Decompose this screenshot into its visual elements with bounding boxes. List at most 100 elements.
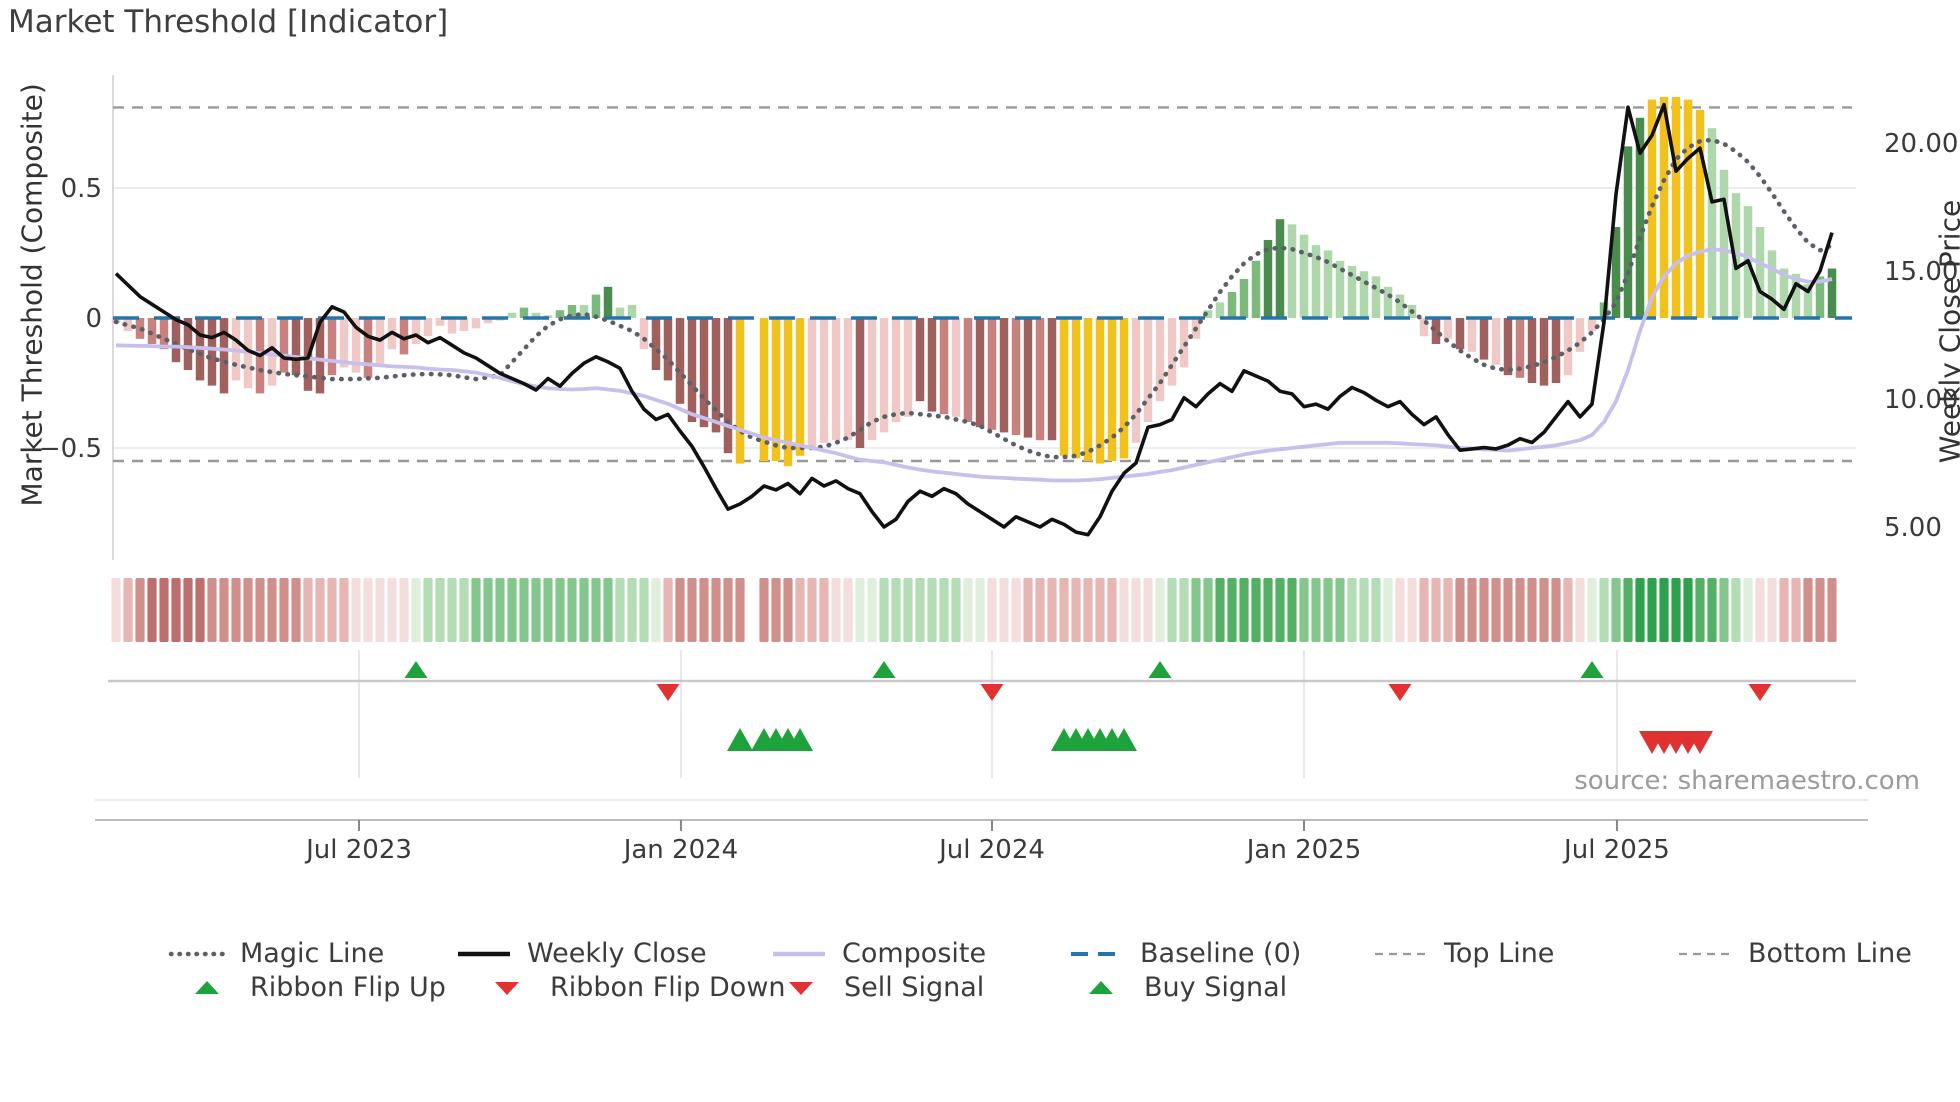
threshold-bar <box>1659 97 1669 318</box>
threshold-bar <box>975 318 985 428</box>
ribbon-cell <box>219 578 229 642</box>
ribbon-cell <box>1239 578 1249 642</box>
threshold-bar <box>723 318 733 454</box>
threshold-bar <box>1575 318 1585 352</box>
threshold-bar <box>351 318 361 373</box>
threshold-bar <box>1755 227 1765 318</box>
ribbon-cell <box>1563 578 1573 642</box>
ribbon-cell <box>1683 578 1693 642</box>
ribbon-cell <box>1527 578 1537 642</box>
ribbon-cell <box>1671 578 1681 642</box>
threshold-bar <box>1695 110 1705 318</box>
threshold-bar <box>363 318 373 378</box>
threshold-bar <box>1683 99 1693 318</box>
x-tick-label: Jul 2023 <box>304 835 412 865</box>
threshold-bar <box>951 318 961 417</box>
threshold-bar <box>1251 260 1261 318</box>
threshold-bar <box>1455 318 1465 350</box>
ribbon-cell <box>687 578 697 642</box>
threshold-bar <box>1371 276 1381 318</box>
threshold-bar <box>1707 128 1717 318</box>
right-tick-label: 20.00 <box>1884 129 1958 159</box>
threshold-bar <box>1227 292 1237 318</box>
threshold-bar <box>1779 268 1789 318</box>
ribbon-cell <box>1119 578 1129 642</box>
threshold-bar <box>459 318 469 331</box>
ribbon-cell <box>1179 578 1189 642</box>
threshold-bar <box>1383 286 1393 318</box>
ribbon-cell <box>1431 578 1441 642</box>
ribbon-cell <box>339 578 349 642</box>
ribbon-cell <box>1011 578 1021 642</box>
threshold-bar <box>1071 318 1081 459</box>
ribbon-cell <box>1587 578 1597 642</box>
ribbon-cell <box>243 578 253 642</box>
threshold-bar <box>1119 318 1129 459</box>
ribbon-cell <box>363 578 373 642</box>
threshold-bar <box>1059 318 1069 456</box>
ribbon-cell <box>1359 578 1369 642</box>
threshold-bar <box>1803 284 1813 318</box>
left-axis-title: Market Threshold (Composite) <box>15 83 49 507</box>
ribbon-cell <box>399 578 409 642</box>
ribbon-cell <box>807 578 817 642</box>
threshold-bar <box>831 318 841 441</box>
threshold-bar <box>171 318 181 363</box>
ribbon-cell <box>123 578 133 642</box>
ribbon-cell <box>1395 578 1405 642</box>
threshold-bar <box>579 305 589 318</box>
threshold-bar <box>783 318 793 467</box>
threshold-bar <box>819 318 829 443</box>
ribbon-cell <box>411 578 421 642</box>
ribbon-cell <box>1155 578 1165 642</box>
threshold-bar <box>1563 318 1573 376</box>
ribbon-cell <box>519 578 529 642</box>
threshold-bar <box>1719 169 1729 318</box>
threshold-bar <box>531 312 541 318</box>
ribbon-cell <box>1107 578 1117 642</box>
ribbon-cell <box>447 578 457 642</box>
ribbon-cell <box>891 578 901 642</box>
threshold-bar <box>1083 318 1093 461</box>
left-tick-label: −0.5 <box>39 434 102 464</box>
buy-signal-marker <box>1111 728 1137 751</box>
threshold-bar <box>1275 219 1285 318</box>
threshold-bar <box>927 318 937 412</box>
threshold-bar <box>759 318 769 461</box>
ribbon-cell <box>831 578 841 642</box>
buy-signal-marker <box>727 728 753 751</box>
threshold-bar <box>1323 250 1333 318</box>
threshold-bar <box>1827 268 1837 318</box>
ribbon-cell <box>1803 578 1813 642</box>
ribbon-cell <box>1467 578 1477 642</box>
threshold-bar <box>183 318 193 370</box>
ribbon-cell <box>1575 578 1585 642</box>
ribbon-cell <box>1251 578 1261 642</box>
ribbon-cell <box>195 578 205 642</box>
ribbon-cell <box>1095 578 1105 642</box>
right-tick-label: 15.00 <box>1884 257 1958 287</box>
ribbon-cell <box>1623 578 1633 642</box>
ribbon-cell <box>1227 578 1237 642</box>
threshold-bar <box>1215 302 1225 318</box>
ribbon-cell <box>1143 578 1153 642</box>
ribbon-cell <box>459 578 469 642</box>
ribbon-cell <box>1755 578 1765 642</box>
ribbon-cell <box>1767 578 1777 642</box>
threshold-bar <box>663 318 673 381</box>
ribbon-flip-up-marker <box>1580 661 1604 678</box>
threshold-bar <box>435 318 445 326</box>
threshold-bar <box>339 318 349 368</box>
threshold-bar <box>399 318 409 355</box>
ribbon-cell <box>1215 578 1225 642</box>
ribbon-cell <box>1443 578 1453 642</box>
ribbon-cell <box>903 578 913 642</box>
threshold-bar <box>915 318 925 402</box>
ribbon-cell <box>351 578 361 642</box>
ribbon-cell <box>327 578 337 642</box>
ribbon-cell <box>435 578 445 642</box>
ribbon-flip-down-marker <box>980 684 1004 701</box>
ribbon-cell <box>279 578 289 642</box>
ribbon-cell <box>1779 578 1789 642</box>
ribbon-cell <box>627 578 637 642</box>
